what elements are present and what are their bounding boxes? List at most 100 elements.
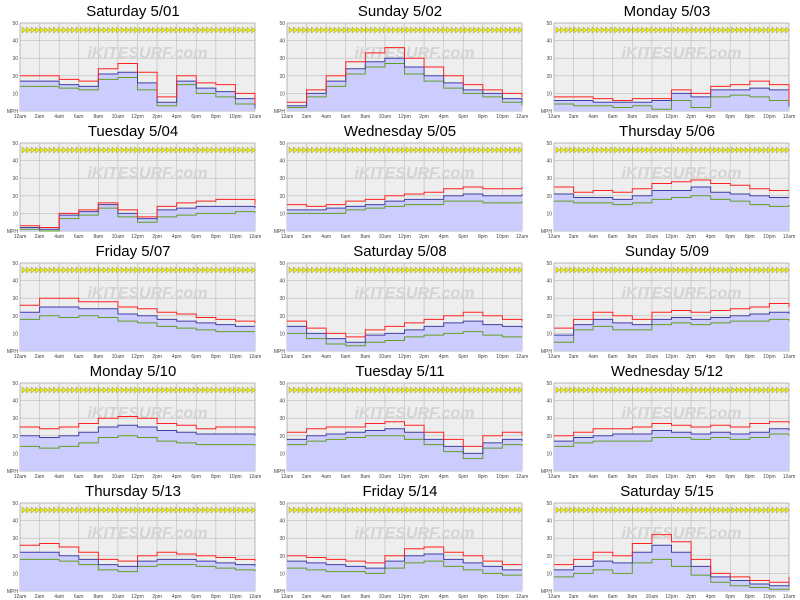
wind-direction-arrow <box>677 506 682 514</box>
wind-direction-arrow <box>618 146 624 154</box>
wind-direction-arrow <box>509 506 514 514</box>
wind-direction-arrow <box>749 386 754 394</box>
x-tick-label: 10pm <box>229 114 242 120</box>
wind-direction-arrow <box>102 386 108 394</box>
wind-direction-arrow <box>740 146 745 154</box>
x-tick-label: 12am <box>516 474 529 480</box>
x-tick-label: 10am <box>112 114 125 120</box>
wind-direction-arrow <box>600 266 606 274</box>
x-tick-label: 6am <box>608 474 618 480</box>
wind-direction-arrow <box>473 146 478 154</box>
wind-direction-arrow <box>315 26 321 34</box>
day-chart-panel: Friday 5/07 50 40 30 20 10 MPH 12am 2am 4am 6am 8am… <box>0 240 266 360</box>
wind-direction-arrow <box>26 506 31 514</box>
wind-direction-arrow <box>161 386 166 394</box>
wind-direction-arrow <box>636 266 642 274</box>
day-chart-panel: Monday 5/03 50 40 30 20 10 MPH 12am 2am 4am 6am 8am… <box>534 0 800 120</box>
y-tick-label: MPH <box>274 229 286 235</box>
wind-direction-arrow <box>681 386 687 394</box>
x-tick-label: 12am <box>548 354 561 360</box>
wind-direction-arrow <box>753 26 759 34</box>
wind-direction-arrow <box>627 506 633 514</box>
wind-direction-arrow <box>731 386 736 394</box>
wind-direction-arrow <box>57 266 63 274</box>
x-tick-label: 10am <box>646 234 659 240</box>
wind-direction-arrow <box>704 386 709 394</box>
x-tick-label: 4am <box>588 594 598 600</box>
wind-direction-arrow <box>80 386 85 394</box>
wind-direction-arrow <box>477 146 483 154</box>
wind-direction-arrow <box>668 146 673 154</box>
avg-area-fill <box>287 194 522 231</box>
x-tick-label: 10am <box>112 474 125 480</box>
wind-direction-arrow <box>311 266 316 274</box>
wind-direction-arrow <box>414 26 420 34</box>
wind-direction-arrow <box>600 26 606 34</box>
wind-direction-arrow <box>441 146 447 154</box>
wind-direction-arrow <box>486 386 492 394</box>
wind-direction-arrow <box>360 26 366 34</box>
wind-direction-arrow <box>587 266 592 274</box>
wind-direction-arrow <box>315 266 321 274</box>
wind-direction-arrow <box>125 266 130 274</box>
wind-direction-arrow <box>654 386 660 394</box>
wind-direction-arrow <box>320 386 325 394</box>
x-tick-label: 12am <box>14 474 27 480</box>
wind-direction-arrow <box>224 506 229 514</box>
chart-title: Friday 5/14 <box>362 483 438 500</box>
wind-direction-arrow <box>441 266 447 274</box>
wind-direction-arrow <box>35 386 40 394</box>
wind-direction-arrow <box>560 266 565 274</box>
wind-direction-arrow <box>129 266 135 274</box>
wind-direction-arrow <box>650 386 655 394</box>
wind-direction-arrow <box>288 266 294 274</box>
y-tick-label: MPH <box>7 469 19 475</box>
wind-direction-arrow <box>147 266 153 274</box>
wind-direction-arrow <box>374 266 379 274</box>
wind-direction-arrow <box>246 26 252 34</box>
x-tick-label: 6am <box>341 474 351 480</box>
watermark-logo: iKITESURF.com <box>87 165 207 182</box>
wind-direction-arrow <box>129 26 135 34</box>
wind-direction-arrow <box>365 506 370 514</box>
wind-direction-arrow <box>125 26 130 34</box>
y-tick-label: 10 <box>546 211 552 217</box>
wind-direction-arrow <box>215 506 220 514</box>
wind-direction-arrow <box>66 506 72 514</box>
wind-direction-arrow <box>477 386 483 394</box>
x-tick-label: 4pm <box>439 234 449 240</box>
wind-direction-arrow <box>333 386 339 394</box>
wind-direction-arrow <box>578 266 583 274</box>
wind-direction-arrow <box>35 506 40 514</box>
wind-direction-arrow <box>614 146 619 154</box>
day-chart-panel: Thursday 5/06 50 40 30 20 10 MPH 12am 2am 4am 6am 8… <box>534 120 800 240</box>
wind-direction-arrow <box>614 26 619 34</box>
y-tick-label: 30 <box>12 536 18 542</box>
wind-direction-arrow <box>174 266 180 274</box>
x-tick-label: 2pm <box>152 234 162 240</box>
wind-direction-arrow <box>369 266 375 274</box>
wind-direction-arrow <box>174 26 180 34</box>
x-tick-label: 2pm <box>419 594 429 600</box>
wind-direction-arrow <box>699 266 705 274</box>
wind-direction-arrow <box>401 386 406 394</box>
y-tick-label: 20 <box>279 194 285 200</box>
x-tick-label: 8pm <box>211 354 221 360</box>
wind-direction-arrow <box>623 146 628 154</box>
wind-direction-arrow <box>717 26 723 34</box>
wind-direction-arrow <box>320 266 325 274</box>
x-tick-label: 4am <box>321 114 331 120</box>
wind-direction-arrow <box>623 266 628 274</box>
wind-direction-arrow <box>30 506 36 514</box>
wind-direction-arrow <box>201 386 207 394</box>
wind-direction-arrow <box>374 506 379 514</box>
x-tick-label: 10am <box>112 354 125 360</box>
wind-direction-arrow <box>228 506 234 514</box>
wind-direction-arrow <box>473 266 478 274</box>
x-tick-label: 10pm <box>496 354 509 360</box>
wind-direction-arrow <box>560 506 565 514</box>
wind-direction-arrow <box>414 386 420 394</box>
